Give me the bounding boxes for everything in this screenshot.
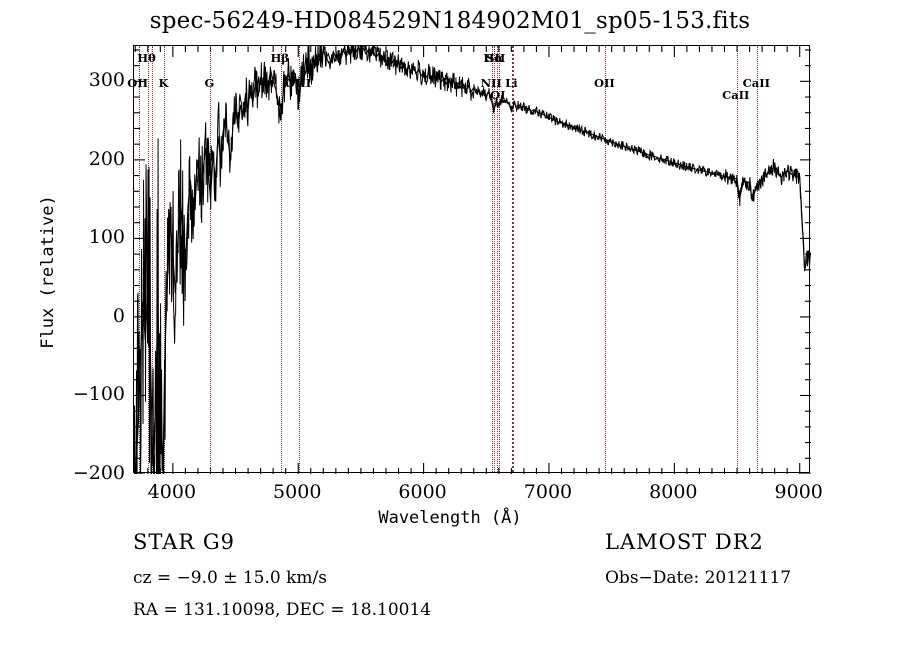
spectral-line-marker (494, 46, 496, 472)
page-title: spec-56249-HD084529N184902M01_sp05-153.f… (149, 8, 751, 34)
spectral-line-label: SII (486, 51, 506, 65)
spectral-line-marker (210, 46, 212, 472)
spectral-line-label: K (158, 76, 169, 90)
footer: STAR G9 cz = −9.0 ± 15.0 km/s RA = 131.1… (0, 530, 900, 640)
footer-star-type: STAR G9 (133, 530, 236, 554)
y-axis-label: Flux (relative) (38, 195, 58, 349)
x-tick-label: 9000 (774, 481, 823, 503)
spectral-line-label: Hθ (137, 51, 156, 65)
x-tick-label: 4000 (147, 481, 197, 503)
x-tick-label: 5000 (273, 481, 322, 503)
spectral-line-marker (299, 46, 301, 472)
footer-survey: LAMOST DR2 (605, 530, 764, 554)
spectral-line-label: CaII (722, 88, 750, 102)
spectral-line-marker (138, 46, 140, 472)
spectral-line-label: OII (127, 76, 149, 90)
spectral-line-marker (757, 46, 759, 472)
spectral-line-marker (512, 46, 515, 472)
spectral-line-marker (492, 46, 494, 472)
spectral-line-label: OIII (285, 76, 312, 90)
y-tick-label: −200 (72, 462, 125, 484)
x-tick-label: 6000 (398, 481, 447, 503)
plot-area (133, 45, 811, 474)
spectral-line-marker (605, 46, 607, 472)
spectral-line-marker (152, 46, 154, 472)
spectral-line-label: Li (505, 76, 518, 90)
spectral-line-marker (164, 46, 166, 472)
spectral-line-label: Hβ (270, 51, 290, 65)
spectral-line-label: OII (594, 76, 615, 90)
footer-cz: cz = −9.0 ± 15.0 km/s (133, 568, 327, 588)
spectral-line-label: CaII (742, 76, 771, 90)
y-tick-label: 300 (88, 69, 125, 92)
spectral-line-marker (736, 46, 738, 472)
spectral-line-marker (496, 46, 498, 472)
y-tick-label: −100 (72, 383, 125, 406)
spectral-line-label: Hα (483, 51, 504, 65)
y-tick-label: 0 (112, 304, 125, 327)
spectral-line-marker (498, 46, 500, 472)
spectral-line-marker (280, 46, 282, 472)
x-axis-label: Wavelength (Å) (378, 508, 522, 528)
spectral-line-label: NII (480, 76, 502, 90)
spectral-line-label: G (204, 76, 215, 90)
footer-coords: RA = 131.10098, DEC = 18.10014 (133, 600, 432, 620)
footer-obs-date: Obs−Date: 20121117 (605, 568, 792, 588)
spectrum-curve (134, 46, 811, 474)
y-tick-label: 200 (88, 147, 125, 170)
spectral-line-label: OI (490, 88, 506, 102)
y-tick-label: 100 (88, 226, 125, 249)
x-tick-label: 8000 (649, 481, 698, 503)
x-tick-label: 7000 (523, 481, 573, 503)
